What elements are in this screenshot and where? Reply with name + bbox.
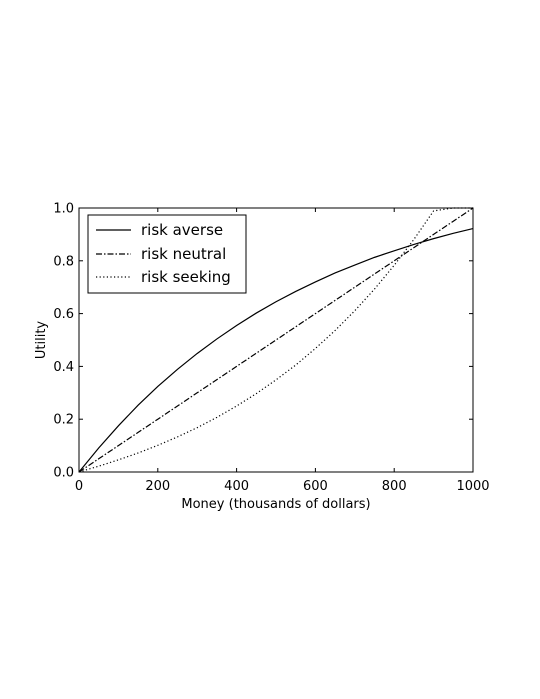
x-tick-label: 400 — [224, 479, 249, 494]
y-tick-label: 0.6 — [53, 307, 74, 322]
x-tick-label: 0 — [75, 479, 83, 494]
legend-label-risk-seeking: risk seeking — [141, 268, 231, 286]
series-line-risk-neutral — [78, 207, 474, 473]
axes-frame — [78, 207, 474, 473]
y-tick-label: 0.8 — [53, 254, 74, 269]
axes-layer: 0 200 400 600 800 1000 0.0 0.2 0.4 0.6 0.8 1.0 — [53, 202, 489, 495]
series-line-risk-averse — [78, 228, 474, 473]
legend: risk averse risk neutral risk seeking — [87, 214, 247, 294]
legend-label-risk-averse: risk averse — [141, 221, 223, 239]
series-line-risk-seeking — [78, 207, 473, 473]
x-tick-label: 1000 — [456, 479, 489, 494]
legend-label-risk-neutral: risk neutral — [141, 245, 226, 263]
y-axis-label: Utility — [34, 321, 49, 360]
y-tick-label: 0.2 — [53, 413, 74, 428]
y-tick-label: 0.4 — [53, 360, 74, 375]
x-tick-label: 200 — [145, 479, 170, 494]
x-tick-label: 600 — [303, 479, 328, 494]
x-axis-label: Money (thousands of dollars) — [181, 497, 370, 512]
x-tick-label: 800 — [382, 479, 407, 494]
plot-layer — [78, 207, 474, 473]
y-tick-label: 1.0 — [53, 202, 74, 217]
legend-frame — [87, 214, 247, 294]
y-tick-label: 0.0 — [53, 466, 74, 481]
